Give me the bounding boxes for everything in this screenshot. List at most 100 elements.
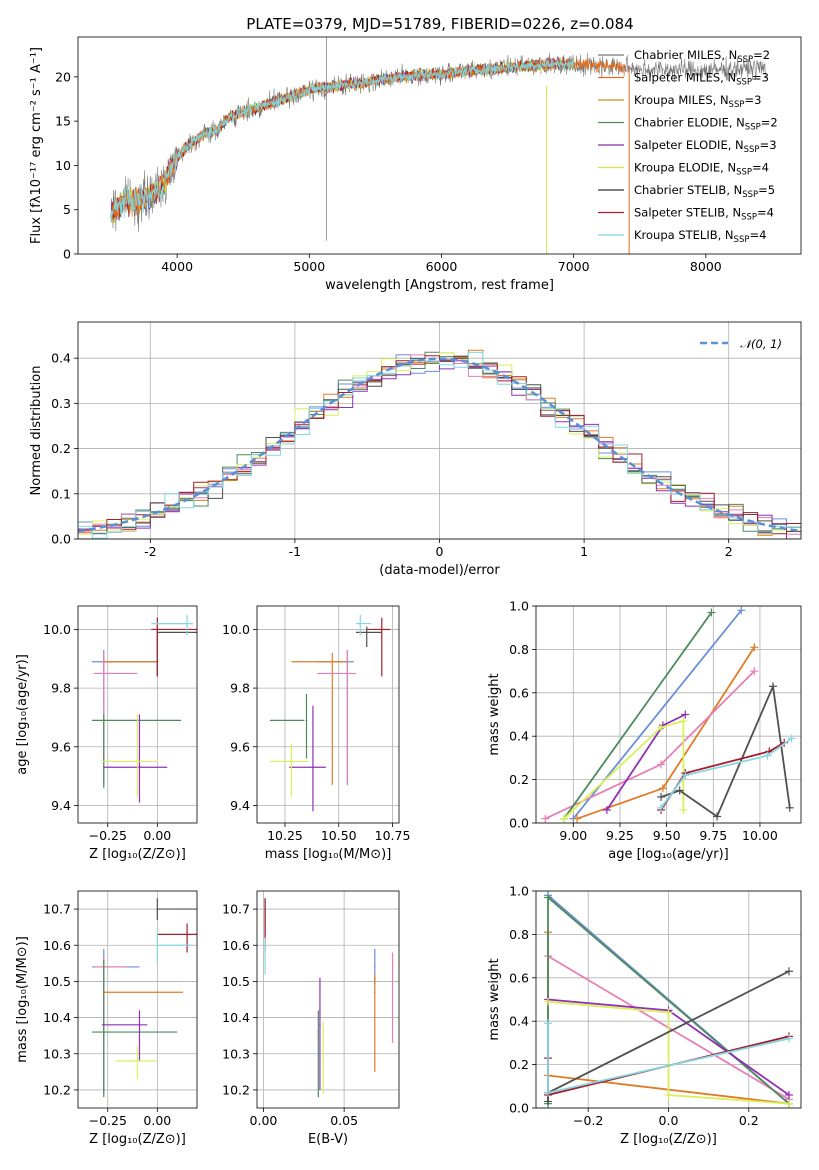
legend-name: Salpeter ELODIE, N [634,138,744,152]
plot-area [91,898,197,1098]
plot-area [269,614,391,812]
y-tick-label: 20 [55,69,71,84]
data-point [373,991,376,994]
y-tick-label: 0.3 [51,396,71,411]
histogram-step-7 [78,355,801,535]
x-tick-label: 9.75 [699,828,727,843]
y-tick-label: 10.2 [222,1082,250,1097]
y-tick-label: 0.4 [51,351,71,366]
x-tick-label: 9.50 [653,828,681,843]
data-point [138,1024,141,1026]
normal-curve [78,357,801,533]
legend-entry: Chabrier ELODIE, NSSP=2 [634,116,778,133]
y-tick-label: 0.4 [509,1014,529,1029]
data-point [290,760,293,763]
legend-sub: SSP [744,145,760,155]
y-tick-label: 10.3 [222,1046,250,1061]
panel-age-vs-mass: 10.25 10.50 10.75 9.4 9.6 9.8 10.0 mass [log₁₀(… [222,605,410,862]
y-tick-label: 0.2 [509,1057,529,1072]
data-point [312,766,314,769]
y-tick-label: 9.4 [230,798,250,813]
x-axis-label: mass [log₁₀(M/M⊙)] [265,847,392,862]
x-tick-label: 8000 [690,259,722,274]
legend-sub: SSP [736,78,752,88]
x-tick-label: −0.2 [573,1113,603,1128]
data-point [186,622,188,625]
y-tick-label: 10.5 [43,974,71,989]
y-tick-label: 9.6 [230,739,250,754]
legend-entry: Salpeter MILES, NSSP=3 [634,71,769,88]
legend-name: Salpeter STELIB, N [634,206,741,220]
grid-lines [257,891,399,1108]
data-point [346,672,349,675]
axes-frame [535,890,802,1109]
data-point [136,1060,139,1062]
legend-nssp: =4 [752,161,769,175]
y-axis-label: mass weight [487,958,502,1040]
data-point [102,672,105,675]
x-tick-label: 7000 [558,259,590,274]
panel-age-vs-z: −0.25 0.00 9.4 9.6 9.8 10.0 Z [log₁₀(Z/Z⊙)] age… [15,605,198,862]
y-tick-label: 0.8 [509,642,529,657]
legend-nssp: =3 [744,93,761,107]
x-tick-label: 0.00 [250,1113,278,1128]
legend-entry: Kroupa STELIB, NSSP=4 [634,228,766,245]
legend-entry: 𝒩(0, 1) [740,337,782,351]
data-point [264,944,266,947]
data-point [156,908,159,910]
panel-weight-vs-z: −0.2 0.0 0.2 0.0 0.2 0.4 0.6 0.8 1.0 Z [log₁₀(Z/Z… [487,884,802,1147]
y-tick-label: 0.8 [509,927,529,942]
x-tick-label: -1 [289,544,301,559]
axes-frame [77,321,802,540]
data-point [322,1060,324,1062]
data-point [138,766,141,769]
legend-sub: SSP [737,55,753,65]
y-tick-label: 0.2 [509,772,529,787]
x-tick-label: 9.25 [606,828,634,843]
legend-name: Chabrier MILES, N [634,48,737,62]
legend-entry: Salpeter STELIB, NSSP=4 [634,206,774,223]
y-tick-label: 1.0 [509,884,529,899]
y-axis-label: Normed distribution [29,366,44,496]
legend-sub: SSP [741,213,757,223]
y-tick-label: 10.3 [43,1046,71,1061]
legend-sub: SSP [736,168,752,178]
x-axis-label: E(B-V) [308,1132,348,1147]
x-tick-label: 2 [725,544,733,559]
legend-nssp: =2 [753,48,770,62]
plot-area [544,891,793,1108]
x-axis-label: Z [log₁₀(Z/Z⊙)] [89,1132,186,1147]
y-tick-label: 10.7 [43,902,71,917]
legend-entry: Chabrier MILES, NSSP=2 [634,48,770,65]
x-tick-label: -2 [144,544,156,559]
legend-sub: SSP [729,100,745,110]
weight-line-5 [547,1000,790,1105]
weight-line-3 [563,611,713,820]
x-tick-label: 10.00 [742,828,778,843]
y-tick-label: 10 [55,158,71,173]
spectrum-line-7 [110,57,574,220]
x-tick-label: 0.00 [143,828,171,843]
y-tick-label: 15 [55,114,71,129]
x-axis-label: Z [log₁₀(Z/Z⊙)] [620,1132,717,1147]
x-axis-label: age [log₁₀(age/yr)] [608,847,729,862]
plot-area [110,37,766,254]
y-tick-label: 9.8 [51,681,71,696]
x-axis-label: Z [log₁₀(Z/Z⊙)] [89,847,186,862]
y-tick-label: 10.4 [43,1010,71,1025]
data-point [331,660,334,663]
x-tick-label: 4000 [161,259,193,274]
figure-title: PLATE=0379, MJD=51789, FIBERID=0226, z=0… [246,15,633,33]
data-point [305,719,308,722]
legend-name: Kroupa MILES, N [634,93,729,107]
y-tick-label: 10.0 [43,622,71,637]
legend-nssp: =2 [761,116,778,130]
y-tick-label: 9.8 [230,681,250,696]
y-tick-label: 0.0 [51,532,71,547]
legend-sub: SSP [734,235,750,245]
x-tick-label: 0.0 [659,1113,679,1128]
data-point [359,622,362,625]
panel-weight-vs-age: 9.00 9.25 9.50 9.75 10.00 0.0 0.2 0.4 0.6 0.8 1.0 a… [487,599,802,862]
axes-frame [256,890,400,1109]
